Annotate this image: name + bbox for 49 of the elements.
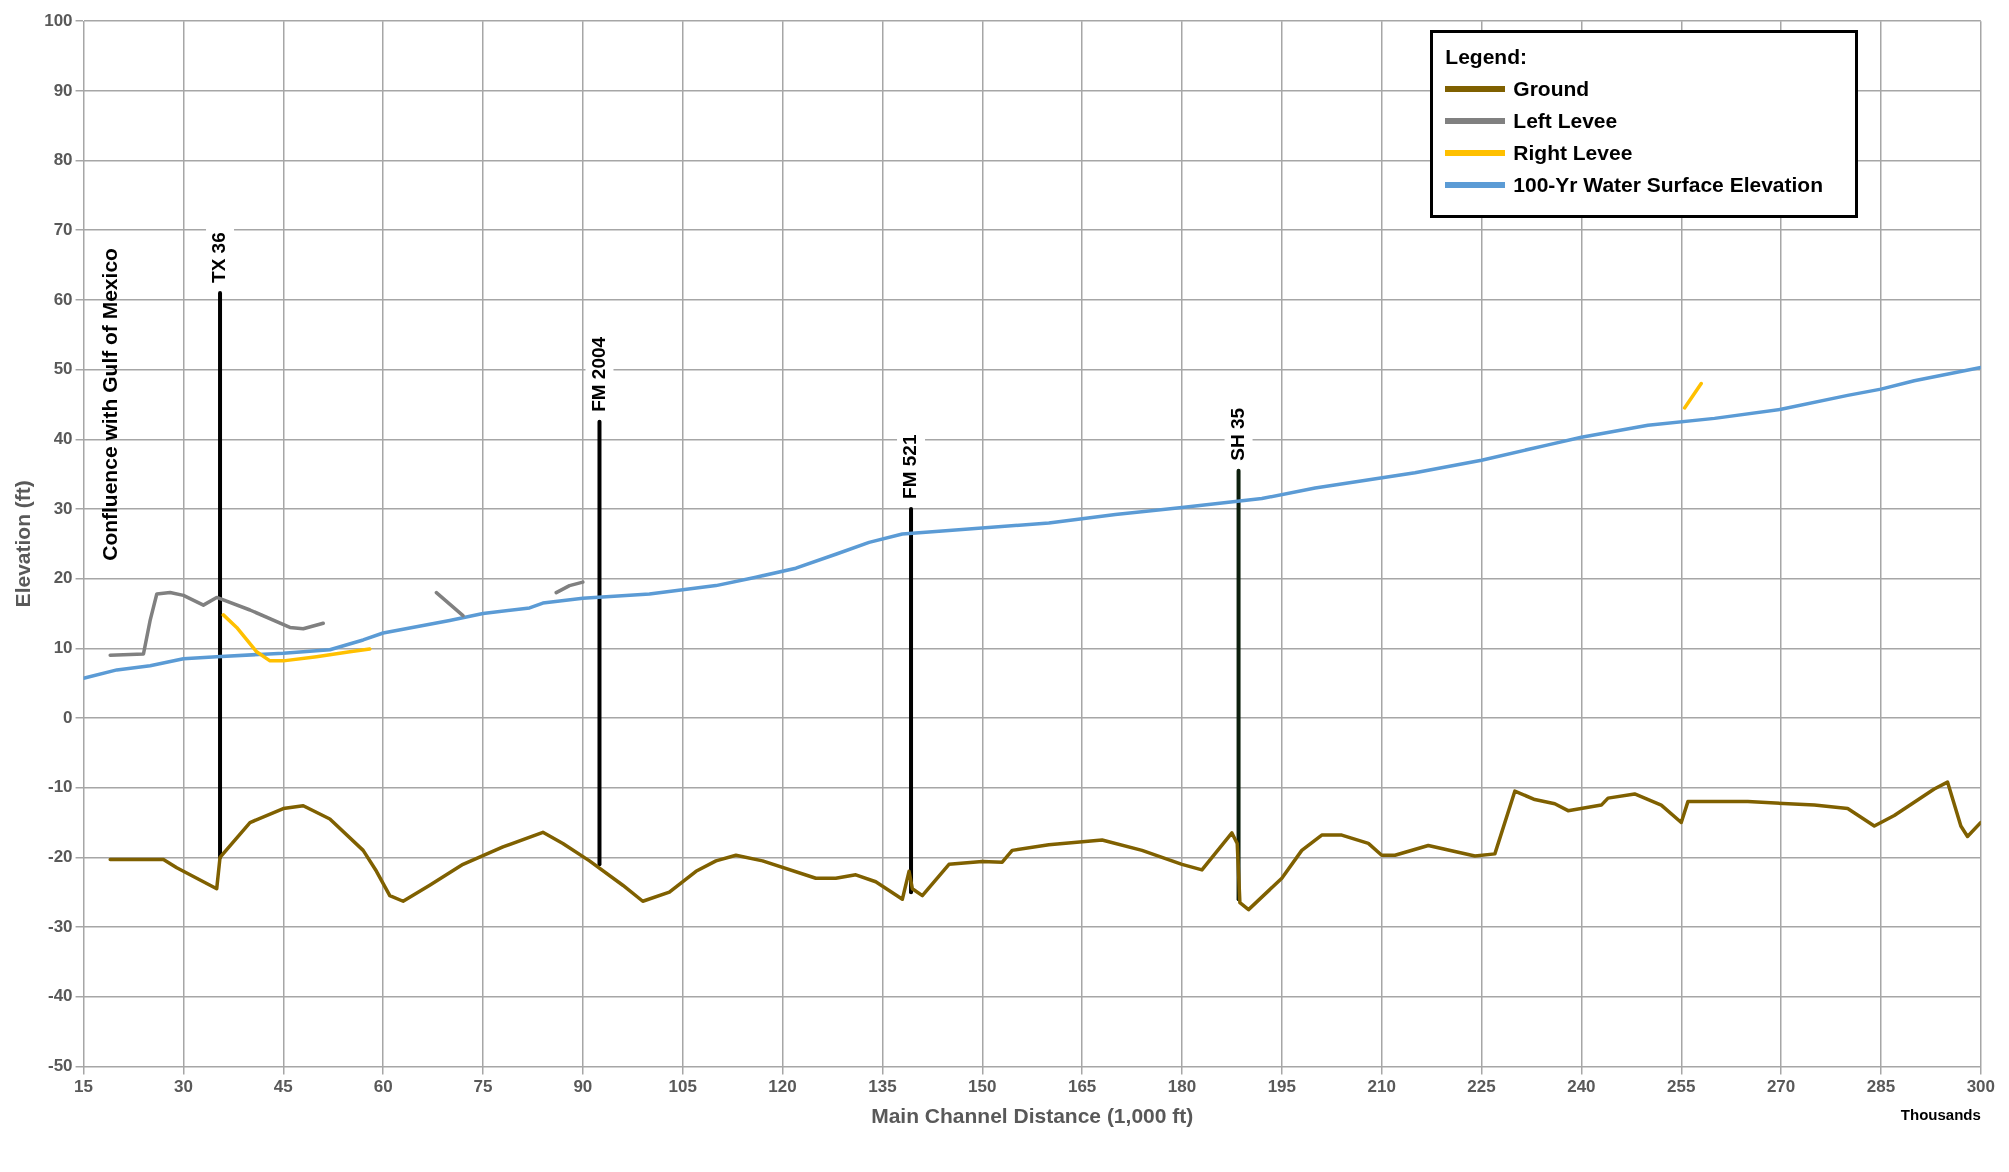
y-tick-label: 90 bbox=[53, 80, 73, 100]
y-tick-label: 0 bbox=[63, 707, 73, 727]
text: FM 521 bbox=[899, 434, 921, 499]
y-tick-label: -50 bbox=[47, 1056, 73, 1076]
x-tick-label: 120 bbox=[768, 1077, 797, 1097]
legend-title: Legend: bbox=[1445, 44, 1528, 70]
x-tick-label: 240 bbox=[1567, 1077, 1596, 1097]
x-tick-label: 90 bbox=[573, 1077, 593, 1097]
legend-label: Ground bbox=[1513, 76, 1590, 102]
y-tick-label: -40 bbox=[47, 986, 73, 1006]
x-tick-label: 255 bbox=[1667, 1077, 1696, 1097]
x-tick-label: 60 bbox=[373, 1077, 393, 1097]
y-tick-label: 10 bbox=[53, 638, 73, 658]
legend-label: Left Levee bbox=[1513, 108, 1618, 134]
x-axis-title: Main Channel Distance (1,000 ft) bbox=[871, 1104, 1194, 1128]
x-tick-label: 150 bbox=[968, 1077, 997, 1097]
y-tick-label: -30 bbox=[47, 916, 73, 936]
text: FM 2004 bbox=[587, 336, 609, 412]
legend-label: Right Levee bbox=[1513, 140, 1633, 166]
legend-label: 100-Yr Water Surface Elevation bbox=[1513, 172, 1823, 198]
annotation: Confluence with Gulf of Mexico bbox=[98, 248, 122, 561]
x-tick-label: 180 bbox=[1167, 1077, 1197, 1097]
x-tick-label: 285 bbox=[1866, 1077, 1896, 1097]
y-tick-label: 40 bbox=[53, 428, 73, 448]
x-tick-label: 15 bbox=[74, 1077, 94, 1097]
x-tick-label: 195 bbox=[1267, 1077, 1297, 1097]
x-tick-label: 75 bbox=[473, 1077, 493, 1097]
y-tick-label: -10 bbox=[47, 777, 73, 797]
y-tick-label: 30 bbox=[53, 498, 73, 518]
text: Thousands bbox=[1900, 1106, 1981, 1124]
text: SH 35 bbox=[1226, 407, 1248, 461]
x-tick-label: 105 bbox=[668, 1077, 697, 1097]
x-tick-label: 165 bbox=[1067, 1077, 1097, 1097]
x-tick-label: 300 bbox=[1966, 1077, 1996, 1097]
x-tick-label: 135 bbox=[868, 1077, 897, 1097]
x-tick-label: 270 bbox=[1766, 1077, 1796, 1097]
y-tick-label: 100 bbox=[44, 10, 73, 30]
x-tick-label: 45 bbox=[273, 1077, 293, 1097]
y-tick-label: -20 bbox=[47, 847, 73, 867]
y-tick-label: 60 bbox=[53, 289, 73, 309]
y-tick-label: 20 bbox=[53, 568, 73, 588]
y-tick-label: 50 bbox=[53, 359, 73, 379]
x-tick-label: 225 bbox=[1467, 1077, 1496, 1097]
y-tick-label: 80 bbox=[53, 150, 73, 170]
y-axis-title: Elevation (ft) bbox=[11, 480, 35, 608]
y-tick-label: 70 bbox=[53, 219, 73, 239]
x-tick-label: 30 bbox=[173, 1077, 193, 1097]
x-tick-label: 210 bbox=[1367, 1077, 1396, 1097]
text: TX 36 bbox=[208, 232, 230, 283]
